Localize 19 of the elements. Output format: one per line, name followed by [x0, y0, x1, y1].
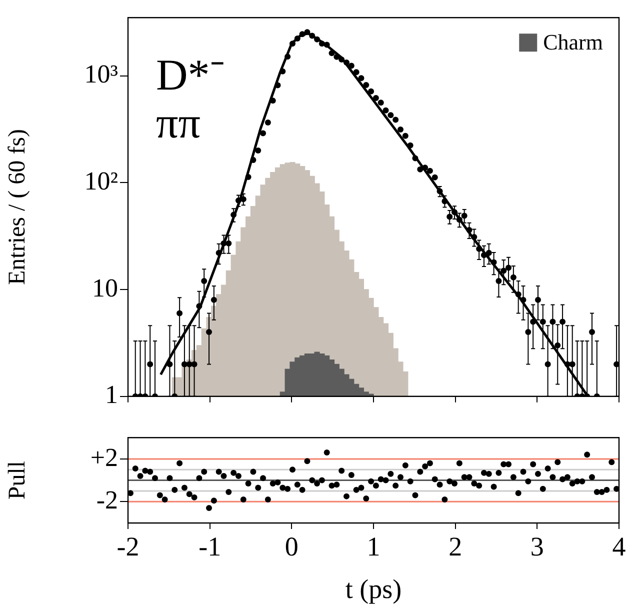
- y-tick-label: 10²: [84, 166, 118, 196]
- annotation: ππ: [156, 98, 200, 148]
- x-tick-label: 0: [284, 531, 298, 562]
- x-tick-label: 3: [530, 531, 544, 562]
- y-tick-label: 1: [105, 380, 118, 410]
- y-tick-label: -2: [96, 485, 118, 514]
- legend-label: Charm: [543, 29, 604, 54]
- annotation: D*⁻: [156, 50, 225, 100]
- y-tick-label: 10: [92, 273, 118, 302]
- y-tick-label: 10³: [84, 60, 118, 89]
- y-tick-label: +2: [90, 442, 118, 472]
- x-tick-label: 4: [612, 531, 626, 562]
- x-tick-label: -1: [198, 531, 222, 562]
- y-axis-title: Pull: [4, 460, 31, 500]
- x-tick-label: 2: [448, 531, 462, 562]
- y-axis-title: Entries / ( 60 fs): [4, 129, 31, 285]
- x-axis-title: t (ps): [345, 574, 402, 604]
- x-tick-label: 1: [366, 531, 380, 562]
- x-tick-label: -2: [116, 531, 140, 562]
